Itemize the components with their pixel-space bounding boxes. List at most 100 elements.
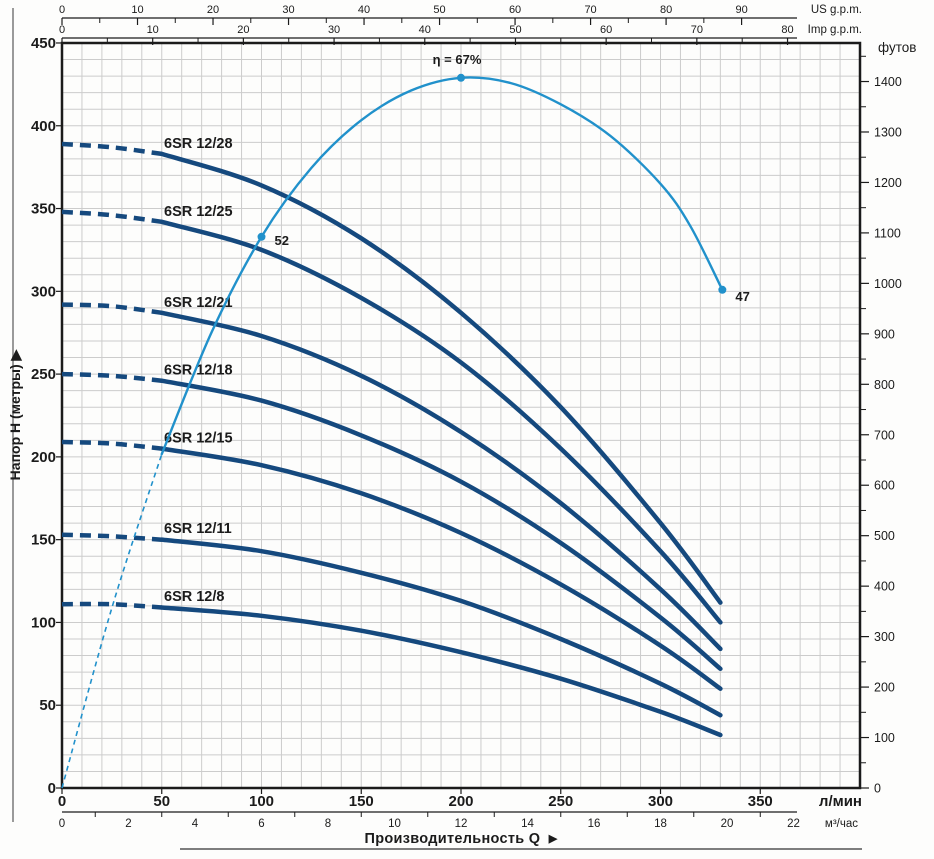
us-gpm-unit-label: US g.p.m. [811, 4, 862, 16]
efficiency-marker-label: 47 [735, 289, 749, 304]
efficiency-marker-label: η = 67% [433, 52, 482, 67]
imp-gpm-unit-label: Imp g.p.m. [808, 24, 862, 36]
us-gpm-tick-label: 90 [735, 4, 747, 16]
feet-tick-label: 700 [874, 428, 895, 442]
feet-tick-label: 1300 [874, 125, 902, 139]
meters-tick-label: 350 [31, 201, 56, 218]
lmin-tick-label: 350 [748, 793, 773, 810]
m3h-tick-label: 20 [721, 818, 734, 830]
imp-gpm-tick-label: 0 [59, 24, 65, 36]
us-gpm-tick-label: 20 [207, 4, 219, 16]
feet-tick-label: 800 [874, 378, 895, 392]
imp-gpm-tick-label: 30 [328, 24, 340, 36]
feet-tick-label: 1000 [874, 277, 902, 291]
us-gpm-tick-label: 70 [584, 4, 596, 16]
y-axis-title: Напор H (метры) ▶ [7, 348, 23, 480]
m3h-tick-label: 18 [654, 818, 667, 830]
imp-gpm-tick-label: 40 [419, 24, 431, 36]
feet-tick-label: 100 [874, 731, 895, 745]
efficiency-curve-solid [160, 76, 724, 456]
curve-solid-segment [159, 446, 723, 691]
meters-tick-label: 200 [31, 449, 56, 466]
curve-dashed-segment [61, 439, 163, 451]
lmin-tick-label: 150 [349, 793, 374, 810]
us-gpm-tick-label: 80 [660, 4, 672, 16]
imp-gpm-tick-label: 10 [147, 24, 159, 36]
curve-solid-segment [159, 605, 723, 738]
curve-dashed-segment [61, 302, 163, 316]
meters-tick-label: 0 [48, 780, 56, 797]
pump-curve-label: 6SR 12/25 [164, 204, 233, 220]
x-axis-title-text: Производительность Q [364, 831, 541, 847]
us-gpm-tick-label: 30 [282, 4, 294, 16]
efficiency-marker-dot [257, 232, 266, 241]
curve-solid-segment [159, 378, 723, 672]
us-gpm-tick-label: 10 [131, 4, 143, 16]
meters-tick-label: 250 [31, 366, 56, 383]
plot-border [60, 41, 862, 790]
meters-tick-label: 50 [39, 697, 56, 714]
pump-curve-label: 6SR 12/18 [164, 363, 233, 379]
pump-curve-label: 6SR 12/11 [164, 521, 232, 537]
m3h-tick-label: 14 [521, 818, 534, 830]
curve-dashed-segment [61, 532, 162, 542]
pump-curve-label: 6SR 12/15 [164, 430, 233, 446]
m3h-tick-label: 0 [59, 818, 65, 830]
us-gpm-tick-label: 50 [433, 4, 445, 16]
m3h-tick-label: 12 [455, 818, 468, 830]
pump-curve-label: 6SR 12/21 [164, 295, 233, 311]
feet-tick-label: 1200 [874, 176, 902, 190]
feet-tick-label: 500 [874, 529, 895, 543]
imp-gpm-tick-label: 80 [781, 24, 793, 36]
imp-gpm-tick-label: 20 [237, 24, 249, 36]
m3h-tick-label: 6 [258, 818, 264, 830]
m3h-tick-label: 2 [125, 818, 131, 830]
curve-dashed-segment [61, 371, 163, 383]
curve-dashed-segment [61, 141, 163, 157]
meters-tick-label: 400 [31, 118, 56, 135]
lmin-tick-label: 0 [58, 793, 66, 810]
us-gpm-tick-label: 0 [59, 4, 65, 16]
feet-tick-label: 0 [874, 782, 881, 796]
lmin-tick-label: 100 [249, 793, 274, 810]
meters-tick-label: 100 [31, 614, 56, 631]
m3h-unit-label: м³/час [825, 818, 858, 830]
curve-solid-segment [159, 537, 723, 718]
x-axis-title: Производительность Q ▶ [62, 831, 860, 847]
imp-gpm-tick-label: 70 [691, 24, 703, 36]
page-left-rule [12, 8, 14, 822]
pump-curve-label: 6SR 12/8 [164, 589, 224, 605]
meters-tick-label: 150 [31, 532, 56, 549]
feet-tick-label: 200 [874, 681, 895, 695]
lmin-tick-label: 50 [153, 793, 170, 810]
efficiency-marker-label: 52 [275, 233, 289, 248]
efficiency-marker-dot [718, 285, 727, 294]
lmin-tick-label: 250 [548, 793, 573, 810]
feet-tick-label: 900 [874, 327, 895, 341]
pump-curve-label: 6SR 12/28 [164, 136, 233, 152]
feet-tick-label: 300 [874, 630, 895, 644]
feet-unit-label: футов [878, 40, 916, 55]
feet-tick-label: 1400 [874, 75, 902, 89]
meters-tick-label: 300 [31, 283, 56, 300]
efficiency-curve-dashed [61, 453, 163, 789]
x-axis-arrow-icon: ▶ [548, 833, 558, 845]
imp-gpm-tick-label: 60 [600, 24, 612, 36]
m3h-tick-label: 8 [325, 818, 331, 830]
feet-tick-label: 400 [874, 580, 895, 594]
feet-tick-label: 1100 [874, 226, 901, 240]
m3h-tick-label: 16 [588, 818, 601, 830]
curve-solid-segment [159, 151, 723, 605]
curve-solid-segment [159, 310, 723, 652]
m3h-tick-label: 22 [787, 818, 800, 830]
us-gpm-tick-label: 40 [358, 4, 370, 16]
page-bottom-rule [180, 848, 862, 850]
curve-solid-segment [159, 219, 723, 625]
imp-gpm-tick-label: 50 [509, 24, 521, 36]
lmin-tick-label: 200 [448, 793, 473, 810]
lmin-tick-label: 300 [648, 793, 673, 810]
m3h-tick-label: 10 [388, 818, 401, 830]
curve-dashed-segment [61, 209, 163, 225]
